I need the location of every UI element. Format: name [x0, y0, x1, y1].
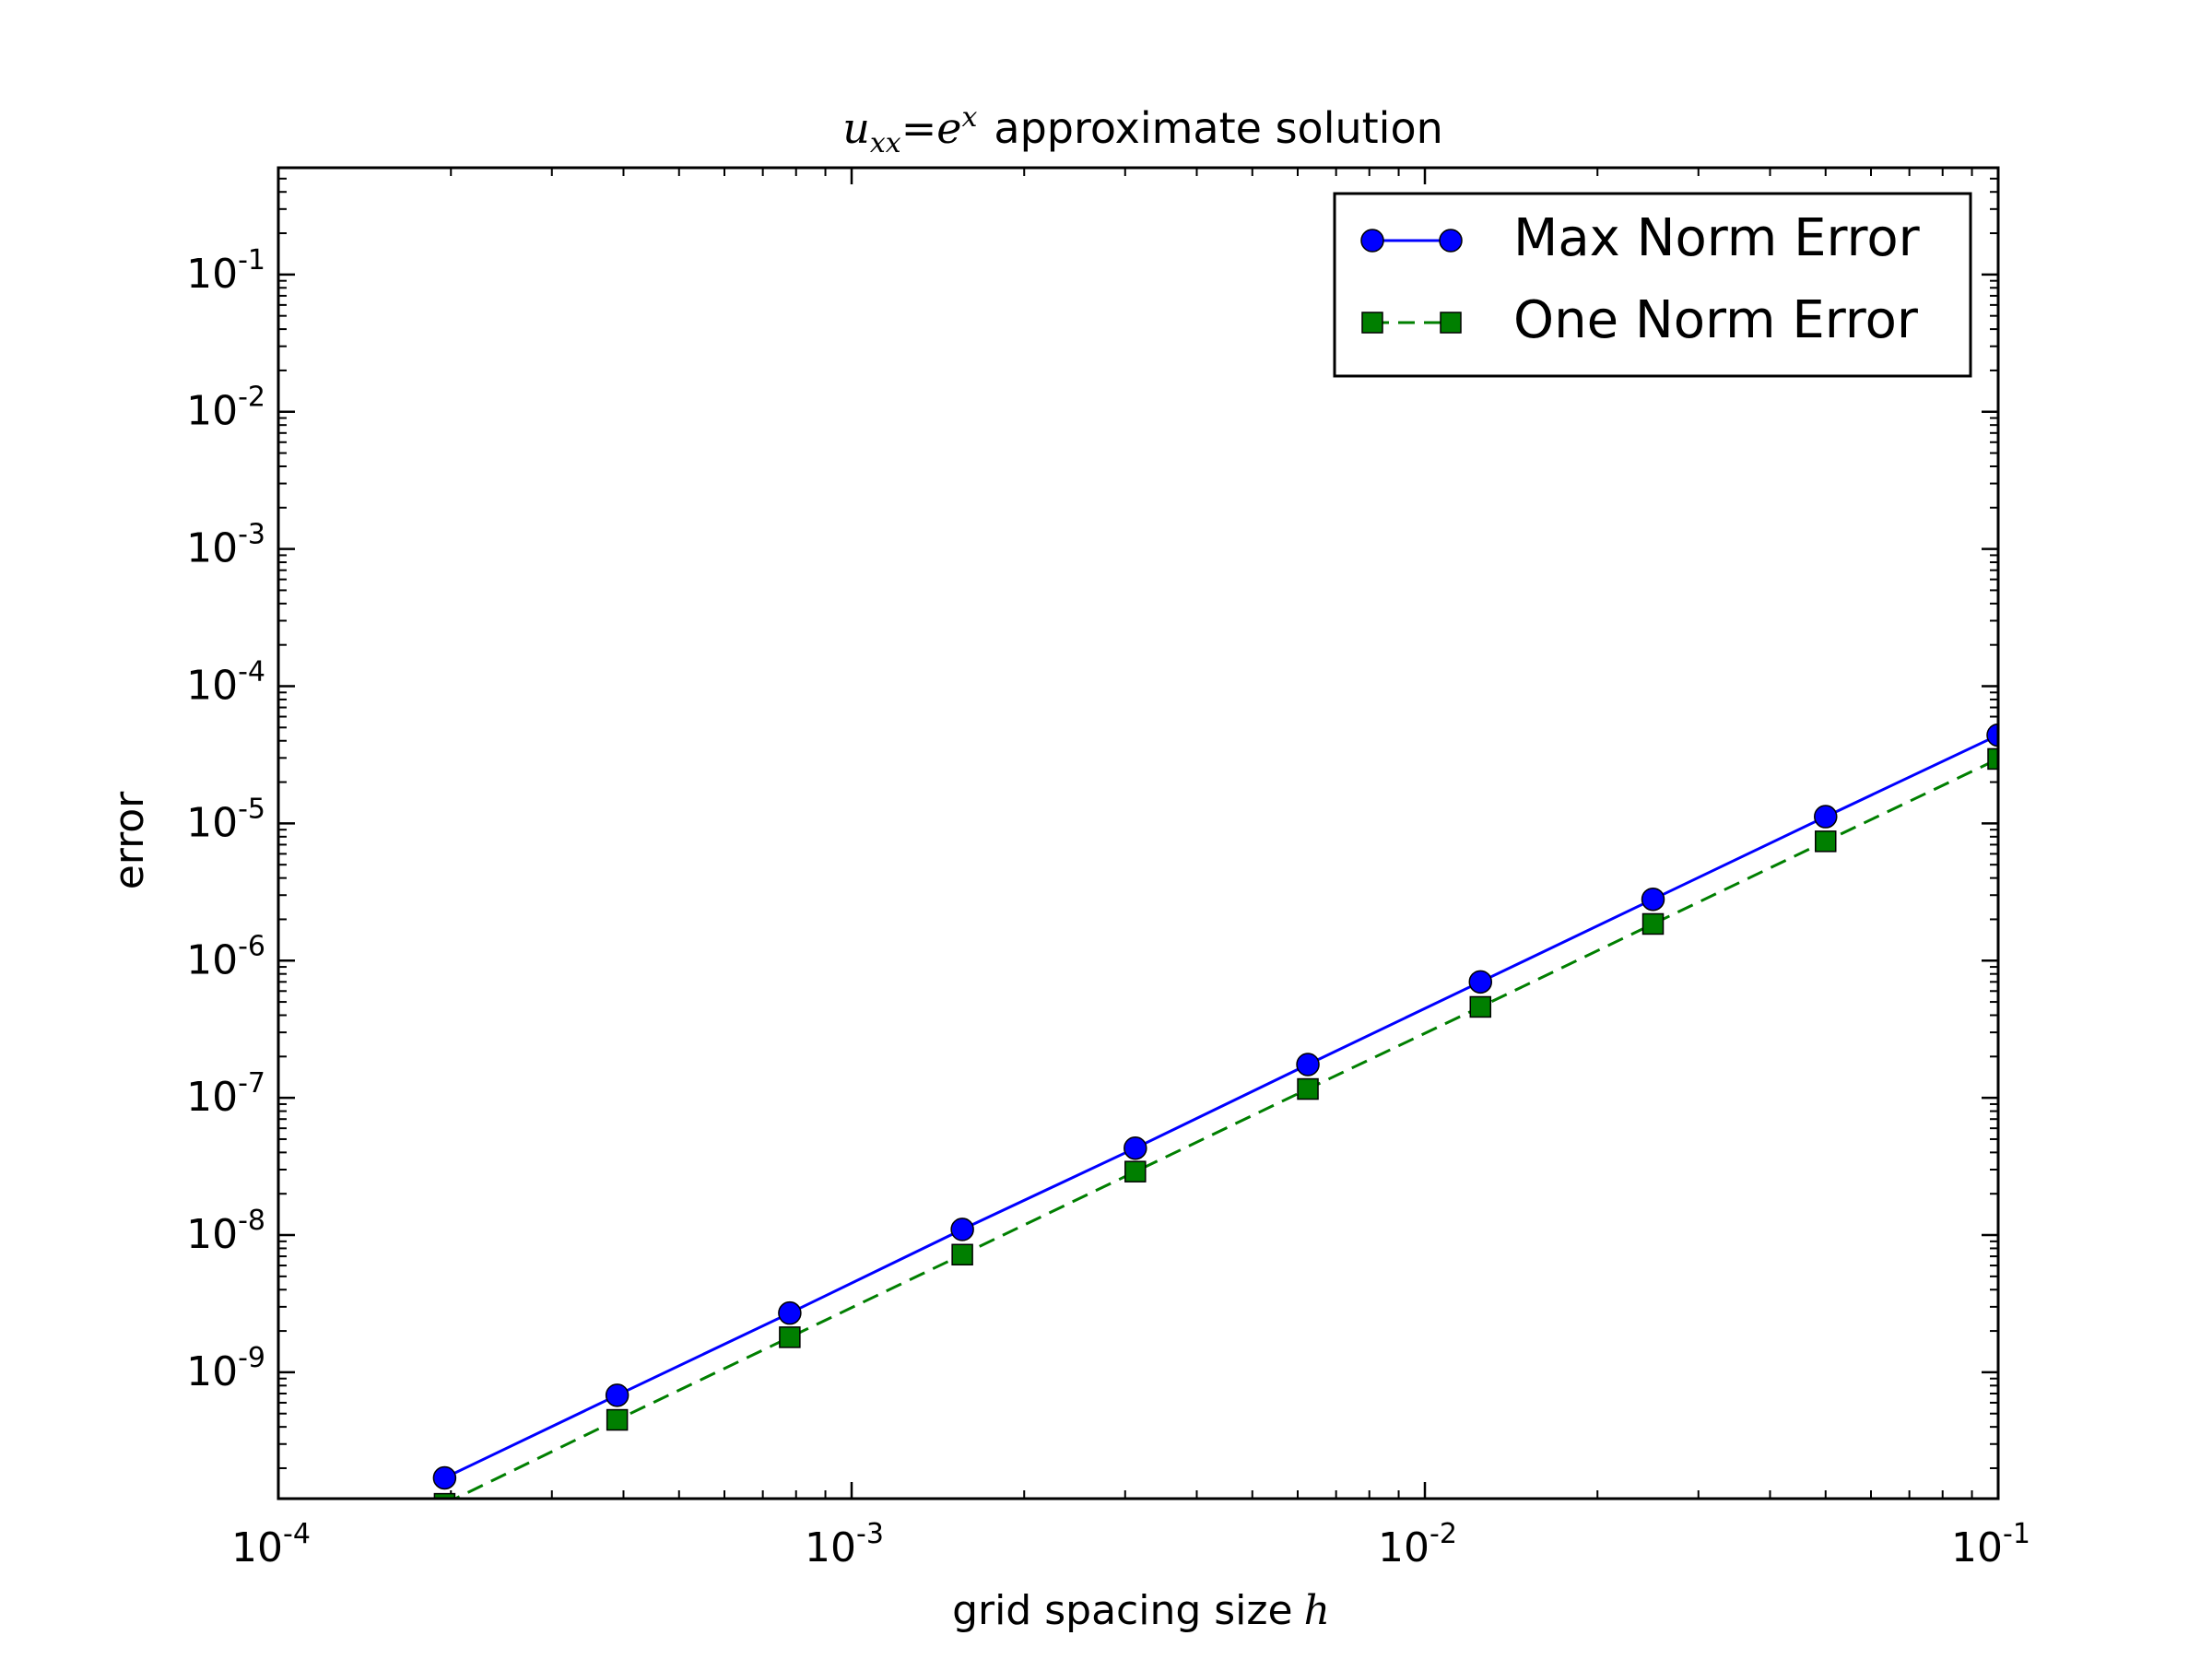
y-axis-label: error — [106, 791, 153, 889]
x-tick-label-base: 10 — [1951, 1524, 2003, 1571]
data-point-max-norm-error — [1124, 1135, 1147, 1160]
y-tick-label-exp: -2 — [238, 382, 265, 414]
y-tick-label: 10-5 — [186, 793, 265, 846]
y-tick-label-exp: -8 — [238, 1205, 265, 1237]
y-tick-label-exp: -6 — [238, 930, 265, 962]
legend-marker-one-norm — [1440, 312, 1462, 334]
legend-label-one-norm: One Norm Error — [1513, 290, 1919, 350]
y-tick-label-exp: -9 — [238, 1342, 265, 1374]
tick-labels: 10-4 10-3 10-2 10-110-910-810-710-610-510-4… — [186, 244, 2030, 1571]
y-tick-label-exp: -3 — [238, 519, 265, 551]
y-tick-label: 10-7 — [186, 1067, 265, 1121]
y-tick-label-base: 10 — [186, 662, 238, 709]
data-point-one-norm-error — [1124, 1160, 1147, 1182]
y-tick-label-base: 10 — [186, 799, 238, 846]
series-line-one-norm-error — [452, 758, 1998, 1499]
data-point-one-norm-error — [951, 1243, 973, 1266]
y-tick-label-exp: -5 — [238, 793, 265, 825]
x-tick-label: 10-3 — [805, 1518, 884, 1571]
data-point-max-norm-error — [1468, 970, 1493, 994]
x-tick-label-base: 10 — [805, 1524, 856, 1571]
series-line-max-norm-error — [443, 734, 1998, 1479]
legend-item-max-norm: Max Norm Error — [1360, 208, 1921, 268]
legend-box — [1333, 192, 1972, 378]
y-tick-label-base: 10 — [186, 936, 238, 983]
y-tick-label: 10-8 — [186, 1205, 265, 1258]
y-tick-label-base: 10 — [186, 525, 238, 572]
data-point-one-norm-error — [1469, 995, 1492, 1018]
legend-item-one-norm: One Norm Error — [1361, 290, 1919, 350]
y-tick-label-base: 10 — [186, 1211, 238, 1258]
data-point-one-norm-error — [1641, 912, 1665, 935]
x-axis-label-text: grid spacing size — [952, 1587, 1293, 1634]
x-tick-label-exp: -3 — [856, 1518, 884, 1550]
legend-label-max-norm: Max Norm Error — [1513, 208, 1921, 268]
y-tick-label-base: 10 — [186, 251, 238, 298]
y-tick-label: 10-3 — [186, 519, 265, 572]
data-point-one-norm-error — [433, 1492, 456, 1499]
data-point-max-norm-error — [1641, 887, 1665, 912]
legend: Max Norm Error One Norm Error — [1333, 192, 1972, 378]
y-tick-label: 10-6 — [186, 930, 265, 983]
data-point-max-norm-error — [1814, 805, 1838, 829]
data-point-max-norm-error — [1986, 723, 1998, 747]
y-tick-label-exp: -4 — [238, 655, 265, 688]
y-tick-label: 10-2 — [186, 382, 265, 435]
x-tick-label-exp: -1 — [2003, 1518, 2030, 1550]
title-math-eq: =e — [901, 103, 962, 153]
legend-marker-one-norm — [1361, 312, 1383, 334]
data-point-one-norm-error — [1815, 830, 1837, 853]
x-tick-label-exp: -4 — [283, 1518, 311, 1550]
legend-marker-max-norm — [1360, 229, 1384, 253]
x-tick-label-exp: -2 — [1430, 1518, 1457, 1550]
x-tick-label: 10-1 — [1951, 1518, 2030, 1571]
x-tick-label: 10-2 — [1378, 1518, 1457, 1571]
data-point-max-norm-error — [432, 1465, 457, 1490]
x-tick-label-base: 10 — [231, 1524, 283, 1571]
y-tick-label: 10-1 — [186, 244, 265, 298]
x-tick-label-base: 10 — [1378, 1524, 1430, 1571]
chart-title: uxx=ex approximate solution — [842, 101, 1443, 159]
title-math-sup: x — [961, 101, 977, 134]
y-tick-label-exp: -1 — [238, 244, 265, 276]
y-tick-label-base: 10 — [186, 1348, 238, 1395]
data-point-one-norm-error — [779, 1326, 801, 1348]
title-math-sub: xx — [870, 127, 901, 159]
title-math-u: u — [842, 103, 870, 153]
data-point-max-norm-error — [950, 1218, 974, 1241]
title-text: approximate solution — [994, 103, 1442, 153]
y-tick-label: 10-9 — [186, 1342, 265, 1395]
y-tick-label-exp: -7 — [238, 1067, 265, 1100]
y-tick-label: 10-4 — [186, 655, 265, 709]
legend-marker-max-norm — [1439, 229, 1463, 253]
data-point-max-norm-error — [605, 1383, 629, 1407]
data-point-max-norm-error — [778, 1300, 802, 1325]
y-tick-label-base: 10 — [186, 1074, 238, 1121]
y-tick-label-base: 10 — [186, 388, 238, 435]
x-axis-label: grid spacing size h — [952, 1587, 1330, 1634]
data-point-max-norm-error — [1296, 1053, 1320, 1077]
data-point-one-norm-error — [1987, 747, 1998, 771]
x-tick-label: 10-4 — [231, 1518, 311, 1571]
data-point-one-norm-error — [1297, 1077, 1319, 1100]
x-axis-label-math: h — [1304, 1587, 1330, 1634]
axes-frame — [276, 166, 2000, 1500]
series-layer — [432, 723, 1998, 1499]
data-point-one-norm-error — [606, 1408, 629, 1431]
